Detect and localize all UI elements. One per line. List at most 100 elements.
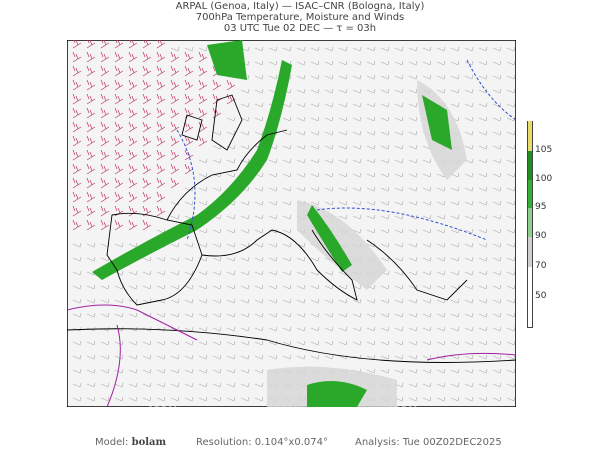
- wind-barb: [338, 60, 348, 66]
- wind-barb: [184, 326, 194, 332]
- jet-wind-barb: [72, 93, 82, 105]
- wind-barb: [198, 256, 208, 262]
- wind-barb: [198, 312, 208, 318]
- wind-barb: [352, 74, 362, 80]
- jet-wind-barb: [114, 219, 124, 231]
- wind-barb: [338, 326, 348, 332]
- wind-barb: [282, 200, 292, 206]
- wind-barb: [338, 158, 348, 164]
- wind-barb: [506, 214, 516, 220]
- wind-barb: [310, 354, 320, 360]
- wind-barb: [254, 60, 264, 66]
- wind-barb: [352, 340, 362, 346]
- jet-wind-barb: [128, 51, 138, 63]
- wind-barb: [422, 46, 432, 52]
- wind-barb: [170, 270, 180, 276]
- wind-barb: [352, 116, 362, 122]
- wind-barb: [366, 130, 376, 136]
- wind-barb: [226, 284, 236, 290]
- wind-barb: [254, 242, 264, 248]
- wind-barb: [394, 354, 404, 360]
- wind-barb: [464, 228, 474, 234]
- wind-barb: [338, 102, 348, 108]
- wind-barb: [296, 158, 306, 164]
- wind-barb: [268, 158, 278, 164]
- jet-wind-barb: [100, 121, 110, 133]
- jet-wind-barb: [86, 163, 96, 175]
- jet-wind-barb: [170, 51, 180, 63]
- wind-barb: [450, 60, 460, 66]
- jet-wind-barb: [184, 65, 194, 77]
- wind-barb: [282, 46, 292, 52]
- model-label: Model:: [95, 437, 129, 448]
- wind-barb: [212, 130, 222, 136]
- wind-barb: [296, 60, 306, 66]
- wind-barb: [492, 270, 502, 276]
- wind-barb: [128, 340, 138, 346]
- wind-barb: [436, 340, 446, 346]
- jet-wind-barb: [142, 40, 152, 49]
- wind-barb: [254, 354, 264, 360]
- wind-barb: [492, 396, 502, 402]
- wind-barb: [324, 298, 334, 304]
- wind-barb: [296, 46, 306, 52]
- wind-barb: [86, 382, 96, 388]
- wind-barb: [408, 368, 418, 374]
- wind-barb: [310, 326, 320, 332]
- jet-wind-barb: [184, 93, 194, 105]
- wind-barb: [282, 228, 292, 234]
- wind-barb: [72, 382, 82, 388]
- jet-wind-barb: [128, 40, 138, 49]
- wind-barb: [366, 354, 376, 360]
- wind-barb: [114, 312, 124, 318]
- wind-barb: [226, 158, 236, 164]
- wind-barb: [478, 88, 488, 94]
- wind-barb: [86, 312, 96, 318]
- wind-barb: [282, 214, 292, 220]
- wind-barb: [100, 368, 110, 374]
- wind-barb: [492, 144, 502, 150]
- wind-barb: [436, 312, 446, 318]
- wind-barb: [296, 144, 306, 150]
- wind-barb: [380, 228, 390, 234]
- wind-barb: [324, 270, 334, 276]
- jet-wind-barb: [142, 65, 152, 77]
- wind-barb: [198, 382, 208, 388]
- wind-barb: [506, 368, 516, 374]
- wind-barb: [170, 396, 180, 402]
- wind-barb: [450, 396, 460, 402]
- wind-barb: [142, 368, 152, 374]
- wind-barb: [436, 256, 446, 262]
- wind-barb: [282, 242, 292, 248]
- wind-barb: [282, 270, 292, 276]
- wind-barb: [478, 396, 488, 402]
- wind-barb: [254, 74, 264, 80]
- wind-barb: [142, 340, 152, 346]
- wind-barb: [352, 214, 362, 220]
- wind-barb: [184, 382, 194, 388]
- wind-barb: [506, 88, 516, 94]
- wind-barb: [422, 74, 432, 80]
- wind-barb: [240, 200, 250, 206]
- wind-barb: [226, 368, 236, 374]
- wind-barb: [338, 214, 348, 220]
- wind-barb: [310, 74, 320, 80]
- wind-barb: [226, 256, 236, 262]
- wind-barb: [408, 116, 418, 122]
- wind-barb: [170, 298, 180, 304]
- wind-barb: [422, 298, 432, 304]
- wind-barb: [72, 340, 82, 346]
- wind-barb: [422, 270, 432, 276]
- wind-barb: [408, 382, 418, 388]
- resolution: Resolution: 0.104°x0.074°: [196, 437, 328, 448]
- wind-barb: [492, 326, 502, 332]
- wind-barb: [156, 270, 166, 276]
- wind-barb: [352, 46, 362, 52]
- jet-wind-barb: [142, 219, 152, 231]
- jet-wind-barb: [156, 163, 166, 175]
- wind-barb: [492, 298, 502, 304]
- colorbar-label: 50: [535, 291, 547, 301]
- wind-barb: [128, 284, 138, 290]
- wind-barb: [464, 172, 474, 178]
- wind-barb: [450, 242, 460, 248]
